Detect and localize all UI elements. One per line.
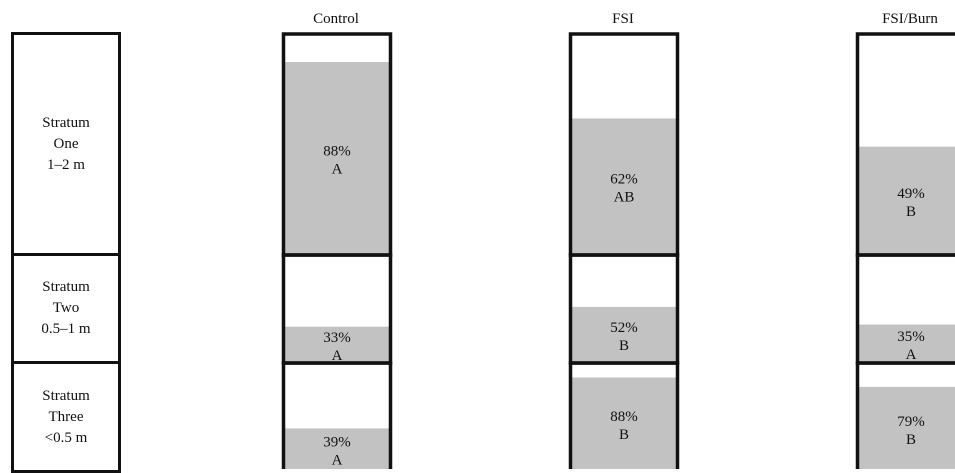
stratum-two-fsi-burn-letter-label: A <box>906 347 917 363</box>
stratum-two-fsi-burn-value-label: 35% <box>897 329 925 345</box>
stratum-three-fsi-letter-label: B <box>619 427 629 443</box>
stratum-one-control-letter-label: A <box>332 162 343 178</box>
stratum-three-control-value-label: 39% <box>323 435 351 451</box>
stratum-three-fsi-burn-letter-label: B <box>906 432 916 448</box>
stratum-one-fsi-burn-value-label: 49% <box>897 186 925 202</box>
stratum-three-fsi-burn-value-label: 79% <box>897 414 925 430</box>
stratum-two-control-value-label: 33% <box>323 330 351 346</box>
stratum-three-fsi-value-label: 88% <box>610 409 638 425</box>
stratum-one-fsi-burn-letter-label: B <box>906 204 916 220</box>
stratum-one-fsi-letter-label: AB <box>614 190 635 206</box>
stratum-one-fsi-value-label: 62% <box>610 172 638 188</box>
stratum-two-fsi-letter-label: B <box>619 338 629 354</box>
stratum-one-control-value-label: 88% <box>323 144 351 160</box>
stratum-three-control-letter-label: A <box>332 453 343 469</box>
stratum-two-fsi-value-label: 52% <box>610 320 638 336</box>
